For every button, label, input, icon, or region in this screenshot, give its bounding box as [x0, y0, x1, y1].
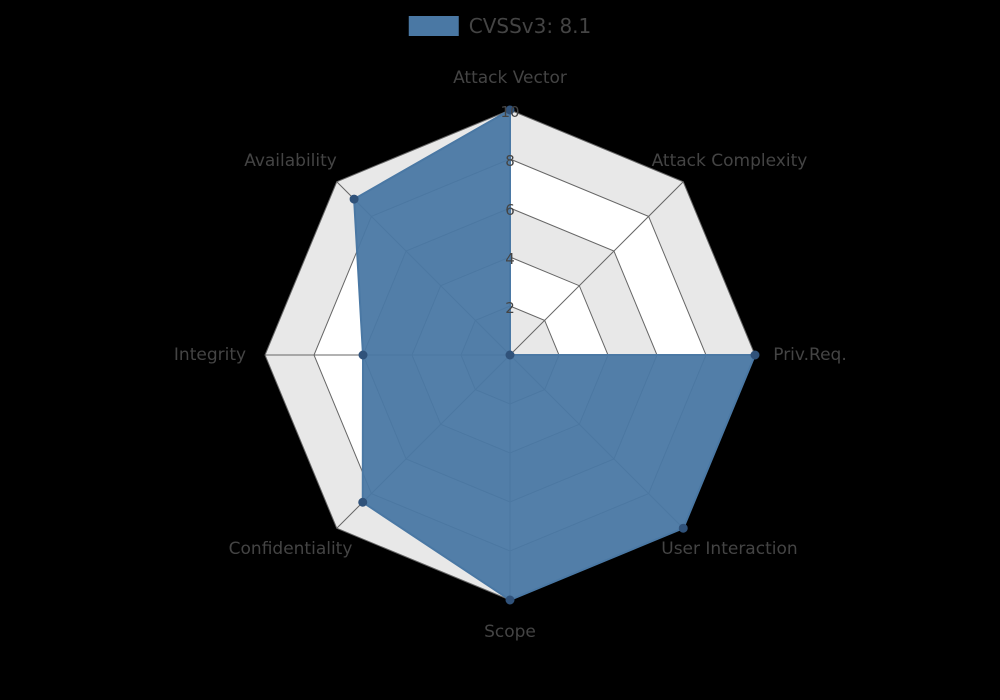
axis-label: Attack Vector: [453, 68, 567, 88]
legend-label: CVSSv3: 8.1: [469, 14, 592, 38]
legend-swatch: [409, 16, 459, 36]
tick-label: 10: [500, 103, 519, 121]
legend: CVSSv3: 8.1: [409, 14, 592, 38]
axis-label: Confidentiality: [229, 539, 353, 559]
tick-label: 8: [505, 152, 515, 170]
axis-label: Scope: [484, 622, 536, 642]
tick-label: 6: [505, 201, 515, 219]
axis-label: Availability: [244, 151, 337, 171]
axis-label: Integrity: [174, 345, 246, 365]
axis-label: User Interaction: [661, 539, 797, 559]
axis-label: Attack Complexity: [652, 151, 808, 171]
tick-label: 2: [505, 299, 515, 317]
axis-label: Priv.Req.: [773, 345, 847, 365]
tick-label: 4: [505, 250, 515, 268]
radar-chart: CVSSv3: 8.1 2 4 6 8 10 Attack Vector Attack Co…: [0, 0, 1000, 700]
